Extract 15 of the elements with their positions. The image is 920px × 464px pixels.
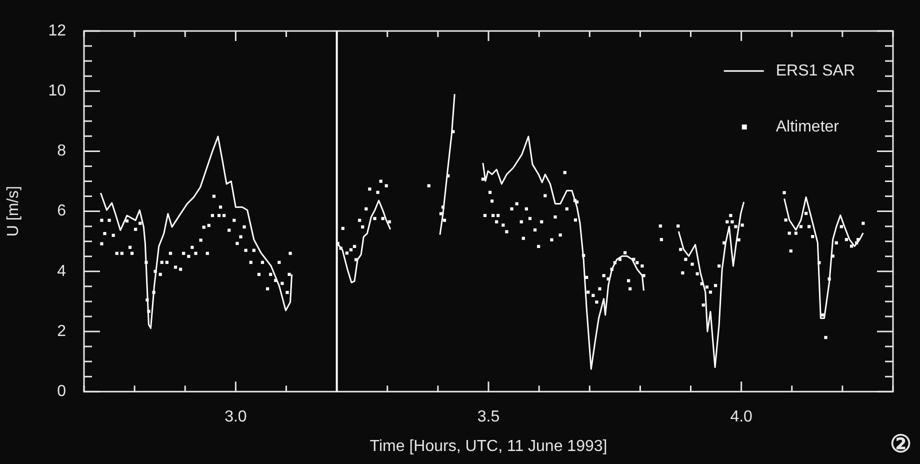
legend-label: Altimeter xyxy=(776,118,840,136)
y-tick-label: 4 xyxy=(57,262,66,280)
y-axis-title: U [m/s] xyxy=(5,186,22,237)
y-tick-label: 6 xyxy=(57,202,66,220)
y-tick-label: 12 xyxy=(48,22,66,40)
x-tick-label: 3.0 xyxy=(224,408,247,426)
legend-label: ERS1 SAR xyxy=(776,62,855,80)
x-tick-label: 3.5 xyxy=(477,408,500,426)
y-tick-label: 2 xyxy=(57,322,66,340)
text: ② xyxy=(890,429,912,458)
x-tick-label: 4.0 xyxy=(730,408,753,426)
y-tick-label: 8 xyxy=(57,142,66,160)
y-tick-label: 10 xyxy=(48,82,66,100)
y-tick-label: 0 xyxy=(57,383,66,400)
x-axis-title: Time [Hours, UTC, 11 June 1993] xyxy=(370,438,608,455)
